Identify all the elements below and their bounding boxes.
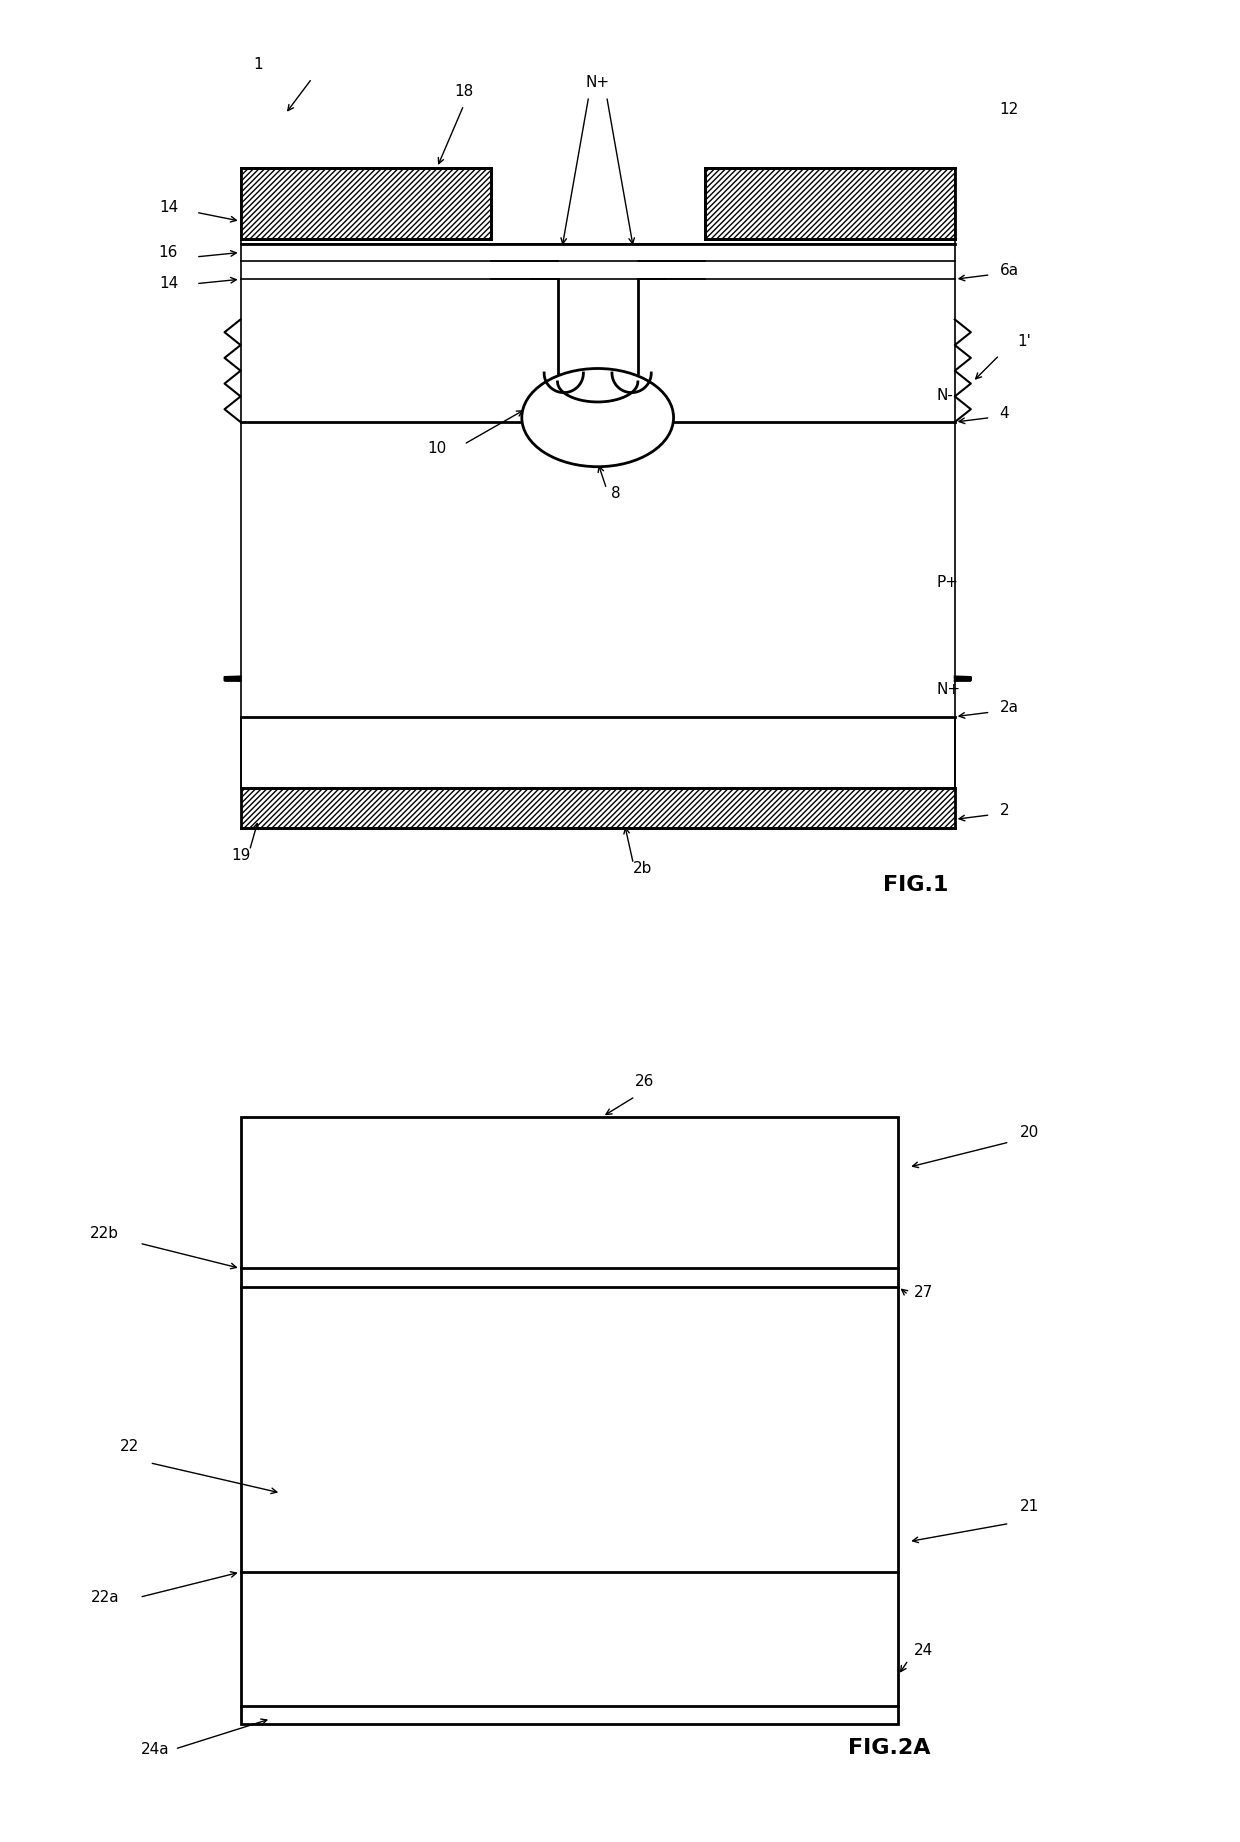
Text: 22b: 22b [91, 1227, 119, 1242]
Text: 14: 14 [159, 201, 179, 216]
Text: 27: 27 [914, 1286, 932, 1300]
Text: 26: 26 [635, 1074, 655, 1089]
Text: 21: 21 [1019, 1499, 1039, 1514]
Text: 2: 2 [999, 803, 1009, 818]
Bar [704, 168, 955, 239]
Text: N+: N+ [585, 76, 610, 90]
Bar [241, 1116, 898, 1724]
Text: 6a: 6a [999, 263, 1018, 278]
Text: 10: 10 [428, 442, 446, 457]
Text: N+: N+ [937, 682, 961, 698]
Text: N-: N- [937, 389, 954, 403]
Text: 22a: 22a [91, 1590, 119, 1606]
Text: 18: 18 [454, 85, 474, 99]
Text: 2a: 2a [999, 700, 1018, 715]
Bar [241, 788, 955, 829]
Bar [241, 168, 491, 239]
Text: 12: 12 [999, 101, 1018, 118]
Text: 24: 24 [914, 1643, 932, 1658]
Text: 22: 22 [120, 1439, 139, 1453]
Text: 8: 8 [611, 486, 620, 501]
Text: FIG.1: FIG.1 [883, 875, 949, 895]
Text: 14: 14 [159, 276, 179, 291]
Text: FIG.2A: FIG.2A [848, 1739, 930, 1757]
Text: 1': 1' [1017, 333, 1032, 350]
Text: 24a: 24a [141, 1743, 170, 1757]
Text: 20: 20 [1019, 1125, 1039, 1140]
Text: 4: 4 [999, 405, 1009, 420]
Text: 1: 1 [254, 57, 263, 72]
Ellipse shape [522, 368, 673, 466]
Text: 2b: 2b [632, 860, 652, 877]
Text: P+: P+ [937, 575, 959, 589]
Text: P: P [578, 416, 590, 435]
Text: 16: 16 [159, 245, 179, 260]
Text: 19: 19 [231, 847, 250, 862]
